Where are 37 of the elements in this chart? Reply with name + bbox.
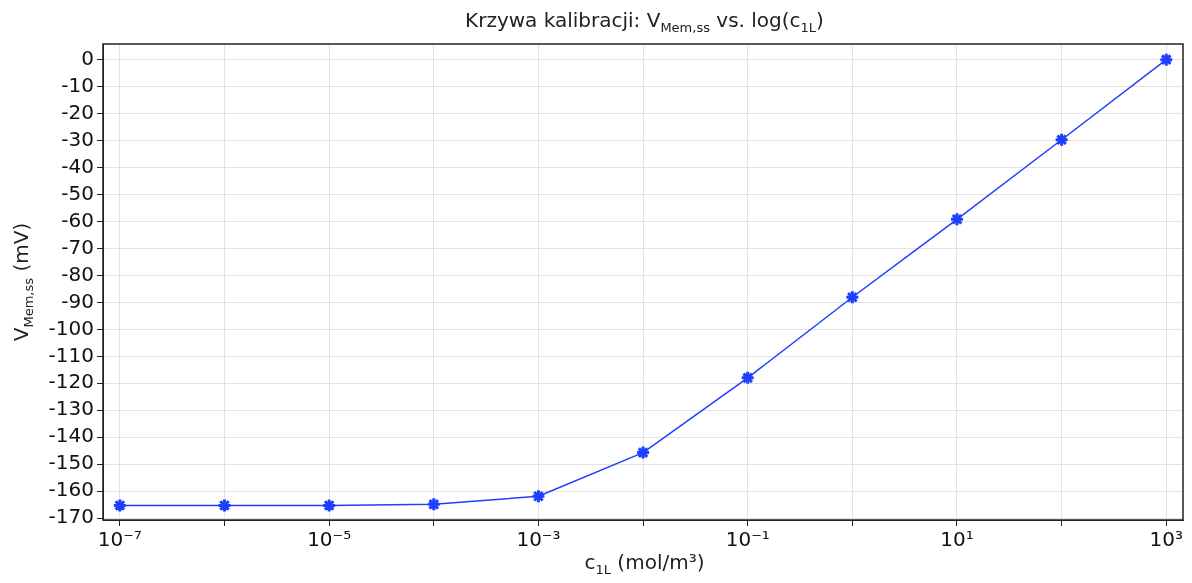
chart-title: Krzywa kalibracji: V$_{Mem,ss}$ vs. log(c$_{1L}$)	[464, 8, 825, 35]
y-tick-label: -120	[48, 369, 94, 394]
y-tick-label: -100	[48, 315, 94, 340]
y-tick-label: -150	[48, 450, 94, 475]
y-tick-label: -40	[61, 153, 94, 178]
x-tick-label: 10⁻³	[516, 527, 561, 552]
point	[321, 497, 337, 513]
y-tick-label: 0	[81, 45, 94, 70]
point	[1054, 132, 1070, 148]
y-tick-label: -160	[48, 477, 94, 502]
point	[635, 445, 651, 461]
x-tick-label: 10³	[1149, 527, 1184, 552]
y-tick-label: -20	[61, 99, 94, 124]
x-tick-label: 10⁻⁷	[97, 527, 142, 552]
y-tick-label: -90	[61, 288, 94, 313]
x-axis-title: c$_{1L}$ (mol/m³)	[583, 550, 706, 577]
point	[740, 370, 756, 386]
point	[530, 488, 546, 504]
y-tick-label: -170	[48, 504, 94, 529]
y-tick-label: -110	[48, 342, 94, 367]
y-tick-label: -140	[48, 423, 94, 448]
x-tick-label: 10¹	[940, 527, 974, 552]
point	[1158, 52, 1174, 68]
point	[844, 289, 860, 305]
y-tick-label: -70	[61, 234, 94, 259]
x-tick-label: 10⁻⁵	[307, 527, 352, 552]
point	[949, 211, 965, 227]
point	[112, 497, 128, 513]
y-tick-label: -60	[61, 207, 94, 232]
y-tick-label: -80	[61, 261, 94, 286]
x-tick-label: 10⁻¹	[725, 527, 770, 552]
y-tick-label: -130	[48, 396, 94, 421]
point	[426, 496, 442, 512]
point	[217, 497, 232, 513]
y-tick-label: -30	[61, 126, 94, 151]
y-tick-label: -50	[61, 180, 94, 205]
y-tick-label: -10	[61, 72, 94, 97]
